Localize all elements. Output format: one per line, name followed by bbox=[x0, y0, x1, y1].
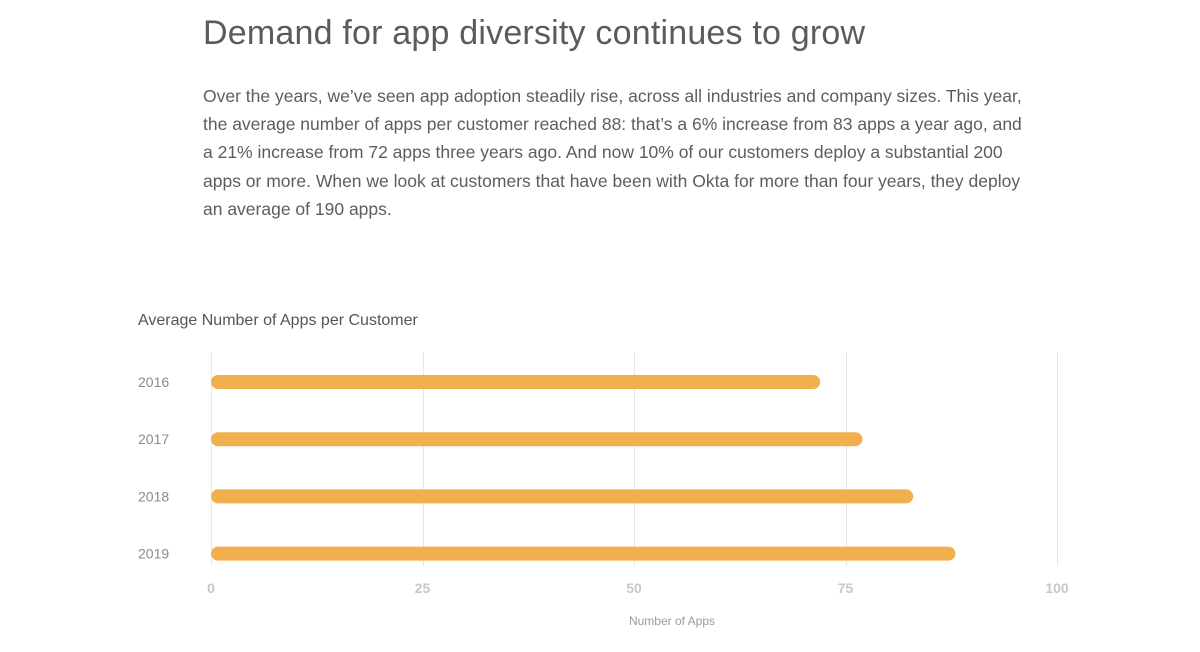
bars bbox=[211, 375, 956, 561]
x-tick-label: 50 bbox=[626, 580, 642, 596]
gridlines bbox=[211, 352, 1058, 566]
x-tick-label: 25 bbox=[415, 580, 431, 596]
category-label: 2016 bbox=[138, 374, 169, 390]
x-tick-label: 0 bbox=[207, 580, 215, 596]
chart-title: Average Number of Apps per Customer bbox=[138, 312, 418, 329]
x-axis-title: Number of Apps bbox=[629, 614, 715, 628]
category-labels: 2016 2017 2018 2019 bbox=[138, 374, 169, 562]
intro-paragraph: Over the years, we’ve seen app adoption … bbox=[203, 86, 1022, 219]
x-tick-label: 75 bbox=[838, 580, 854, 596]
page-heading: Demand for app diversity continues to gr… bbox=[203, 14, 866, 52]
x-tick-label: 100 bbox=[1045, 580, 1069, 596]
category-label: 2017 bbox=[138, 431, 169, 447]
x-tick-labels: 0 25 50 75 100 bbox=[207, 580, 1069, 596]
category-label: 2018 bbox=[138, 488, 169, 504]
category-label: 2019 bbox=[138, 546, 169, 562]
